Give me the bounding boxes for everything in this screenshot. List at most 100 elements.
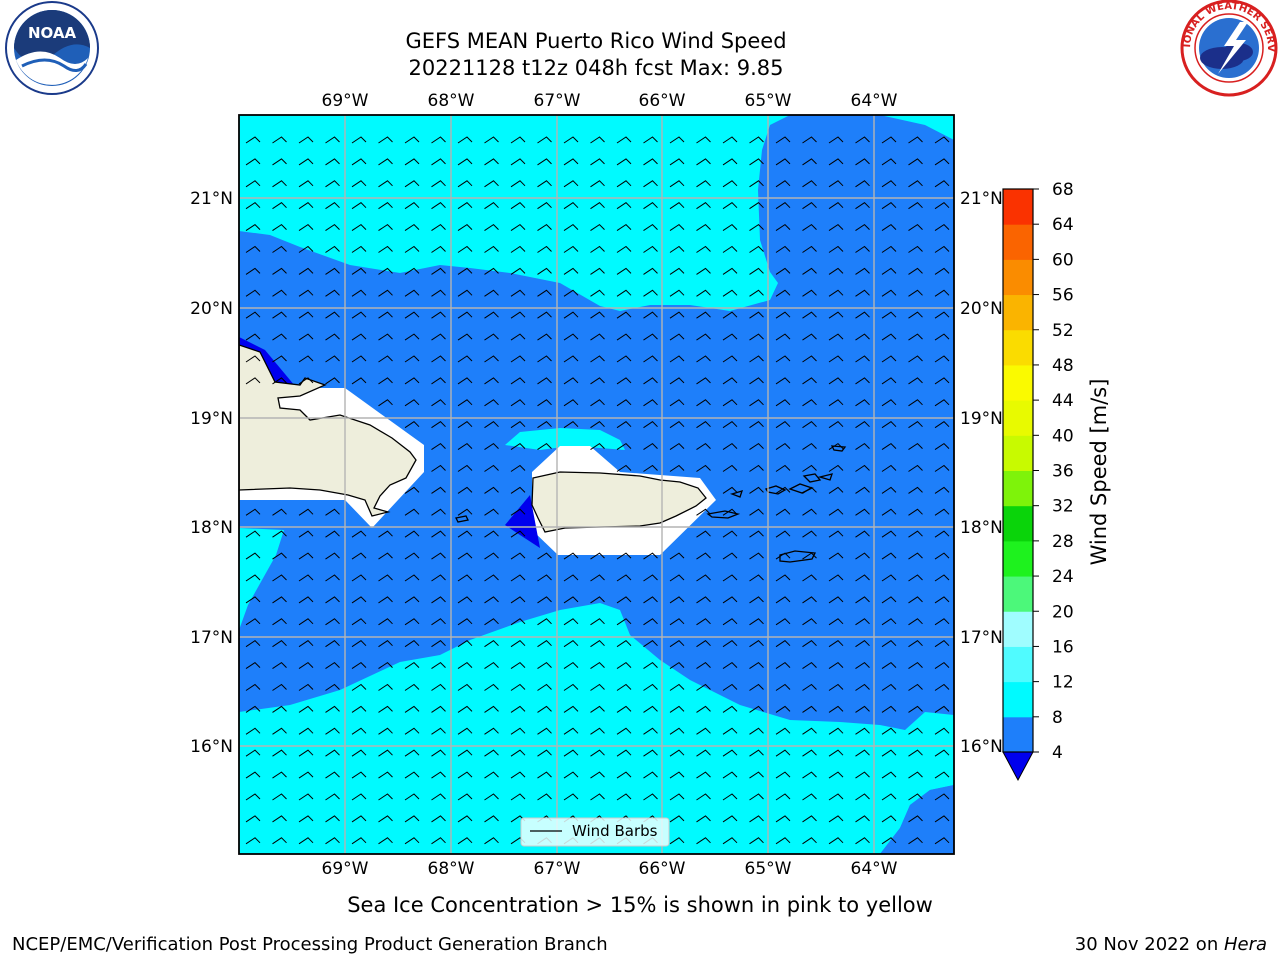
wind-barb xyxy=(802,158,817,166)
wind-barb xyxy=(775,421,791,429)
wind-barb xyxy=(855,267,870,275)
wind-barb xyxy=(431,421,446,429)
wind-barb xyxy=(590,377,605,385)
wind-barb xyxy=(298,771,314,779)
wind-barb xyxy=(537,333,552,341)
wind-barb xyxy=(934,574,950,582)
colorbar-tick-label: 36 xyxy=(1052,462,1074,482)
wind-barb xyxy=(749,486,764,494)
wind-barb xyxy=(510,771,526,779)
wind-barb xyxy=(325,683,340,691)
wind-barb xyxy=(855,202,870,210)
wind-barb xyxy=(590,618,605,626)
wind-barb xyxy=(616,421,632,429)
wind-barb xyxy=(378,661,393,670)
wind-barb xyxy=(457,486,473,494)
wind-barb xyxy=(563,552,579,560)
wind-barb xyxy=(510,486,526,494)
wind-barb xyxy=(696,464,711,472)
colorbar-tick-label: 44 xyxy=(1052,391,1074,411)
lon-label: 68°W xyxy=(428,91,475,111)
wind-barb xyxy=(299,860,313,866)
wind-barb xyxy=(351,683,367,691)
wind-barb xyxy=(934,683,950,691)
wind-barb xyxy=(484,202,499,210)
wind-barb xyxy=(325,574,340,582)
wind-barb xyxy=(457,355,473,363)
wind-barb xyxy=(563,596,579,604)
wind-barb xyxy=(590,202,605,210)
wind-barb xyxy=(881,311,897,319)
wind-barb xyxy=(563,727,579,735)
wind-barb xyxy=(775,399,791,407)
wind-barb xyxy=(855,486,870,494)
wind-barb xyxy=(802,618,817,626)
wind-barb xyxy=(934,640,950,648)
wind-barb xyxy=(881,486,897,494)
lon-label: 69°W xyxy=(322,859,369,879)
lon-label: 66°W xyxy=(639,859,686,879)
wind-barb xyxy=(563,705,579,713)
wind-barb xyxy=(457,289,473,297)
wind-barb xyxy=(510,202,526,210)
wind-barb xyxy=(696,289,711,297)
wind-barb xyxy=(457,464,473,472)
wind-barb xyxy=(431,245,446,253)
title-line-2: 20221128 t12z 048h fcst Max: 9.85 xyxy=(409,56,784,80)
wind-barb xyxy=(908,245,923,253)
wind-barb xyxy=(908,223,923,232)
wind-barb xyxy=(749,421,764,429)
wind-barb xyxy=(484,640,499,648)
wind-barb xyxy=(775,749,791,757)
wind-barb xyxy=(722,267,738,275)
wind-barb xyxy=(749,508,764,516)
wind-barb xyxy=(855,771,870,779)
wind-barb xyxy=(855,311,870,319)
wind-barb xyxy=(298,267,314,275)
lat-label: 18°N xyxy=(190,518,233,538)
wind-barb xyxy=(431,180,446,188)
wind-barb xyxy=(696,661,711,670)
wind-barb xyxy=(669,202,685,210)
wind-barb xyxy=(696,311,711,319)
wind-barb xyxy=(245,136,261,144)
wind-barb xyxy=(669,311,685,319)
wind-barb xyxy=(563,377,579,385)
colorbar-segment xyxy=(1003,540,1033,577)
wind-barb xyxy=(934,793,950,801)
wind-barb xyxy=(351,837,367,845)
wind-barb xyxy=(669,705,685,713)
wind-barb xyxy=(457,749,473,757)
wind-barb xyxy=(510,705,526,713)
wind-barb xyxy=(378,574,393,582)
wind-barb xyxy=(484,464,499,472)
wind-barb xyxy=(722,289,738,297)
wind-barb xyxy=(510,574,526,582)
wind-barb xyxy=(431,508,446,516)
wind-barb xyxy=(457,136,473,144)
lon-labels-top: 69°W 68°W 67°W 66°W 65°W 64°W xyxy=(322,91,898,111)
wind-barb xyxy=(881,180,897,188)
wind-barb xyxy=(881,815,897,823)
wind-barb xyxy=(749,311,764,319)
wind-barb xyxy=(431,661,446,670)
wind-barb xyxy=(696,267,711,275)
wind-barb xyxy=(616,683,632,691)
wind-barb xyxy=(881,683,897,691)
wind-barb xyxy=(722,837,738,845)
wind-barb xyxy=(722,618,738,626)
footer-right: 30 Nov 2022 on Hera xyxy=(1075,934,1267,955)
wind-barb xyxy=(484,618,499,626)
wind-barb xyxy=(775,355,791,363)
wind-barb xyxy=(245,705,261,713)
wind-barb xyxy=(722,245,738,253)
wind-barb xyxy=(590,311,605,319)
map-frame xyxy=(238,114,955,855)
wind-barb xyxy=(590,136,605,144)
wind-barb xyxy=(643,421,658,429)
wind-barb xyxy=(669,333,685,341)
wind-barb xyxy=(272,508,287,516)
wind-barb xyxy=(245,596,261,604)
wind-barb xyxy=(775,464,791,472)
colorbar-tick-label: 52 xyxy=(1052,321,1074,341)
